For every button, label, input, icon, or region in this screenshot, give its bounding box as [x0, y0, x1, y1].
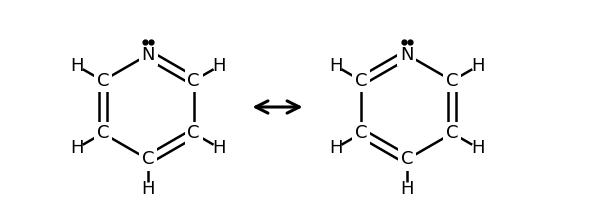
Text: C: C — [188, 124, 200, 142]
Text: H: H — [329, 57, 343, 75]
Text: C: C — [142, 150, 155, 168]
Text: H: H — [329, 139, 343, 157]
Text: C: C — [355, 72, 368, 90]
Text: H: H — [212, 57, 226, 75]
Text: H: H — [471, 139, 484, 157]
Text: C: C — [446, 124, 458, 142]
Text: H: H — [400, 180, 414, 198]
Text: C: C — [446, 72, 458, 90]
Text: C: C — [401, 150, 413, 168]
Text: H: H — [71, 57, 84, 75]
Text: C: C — [355, 124, 368, 142]
Text: N: N — [142, 46, 155, 64]
Text: H: H — [212, 139, 226, 157]
Text: H: H — [71, 139, 84, 157]
Text: H: H — [471, 57, 484, 75]
Text: C: C — [97, 72, 109, 90]
Text: N: N — [400, 46, 414, 64]
Text: H: H — [142, 180, 155, 198]
Text: C: C — [97, 124, 109, 142]
Text: C: C — [188, 72, 200, 90]
